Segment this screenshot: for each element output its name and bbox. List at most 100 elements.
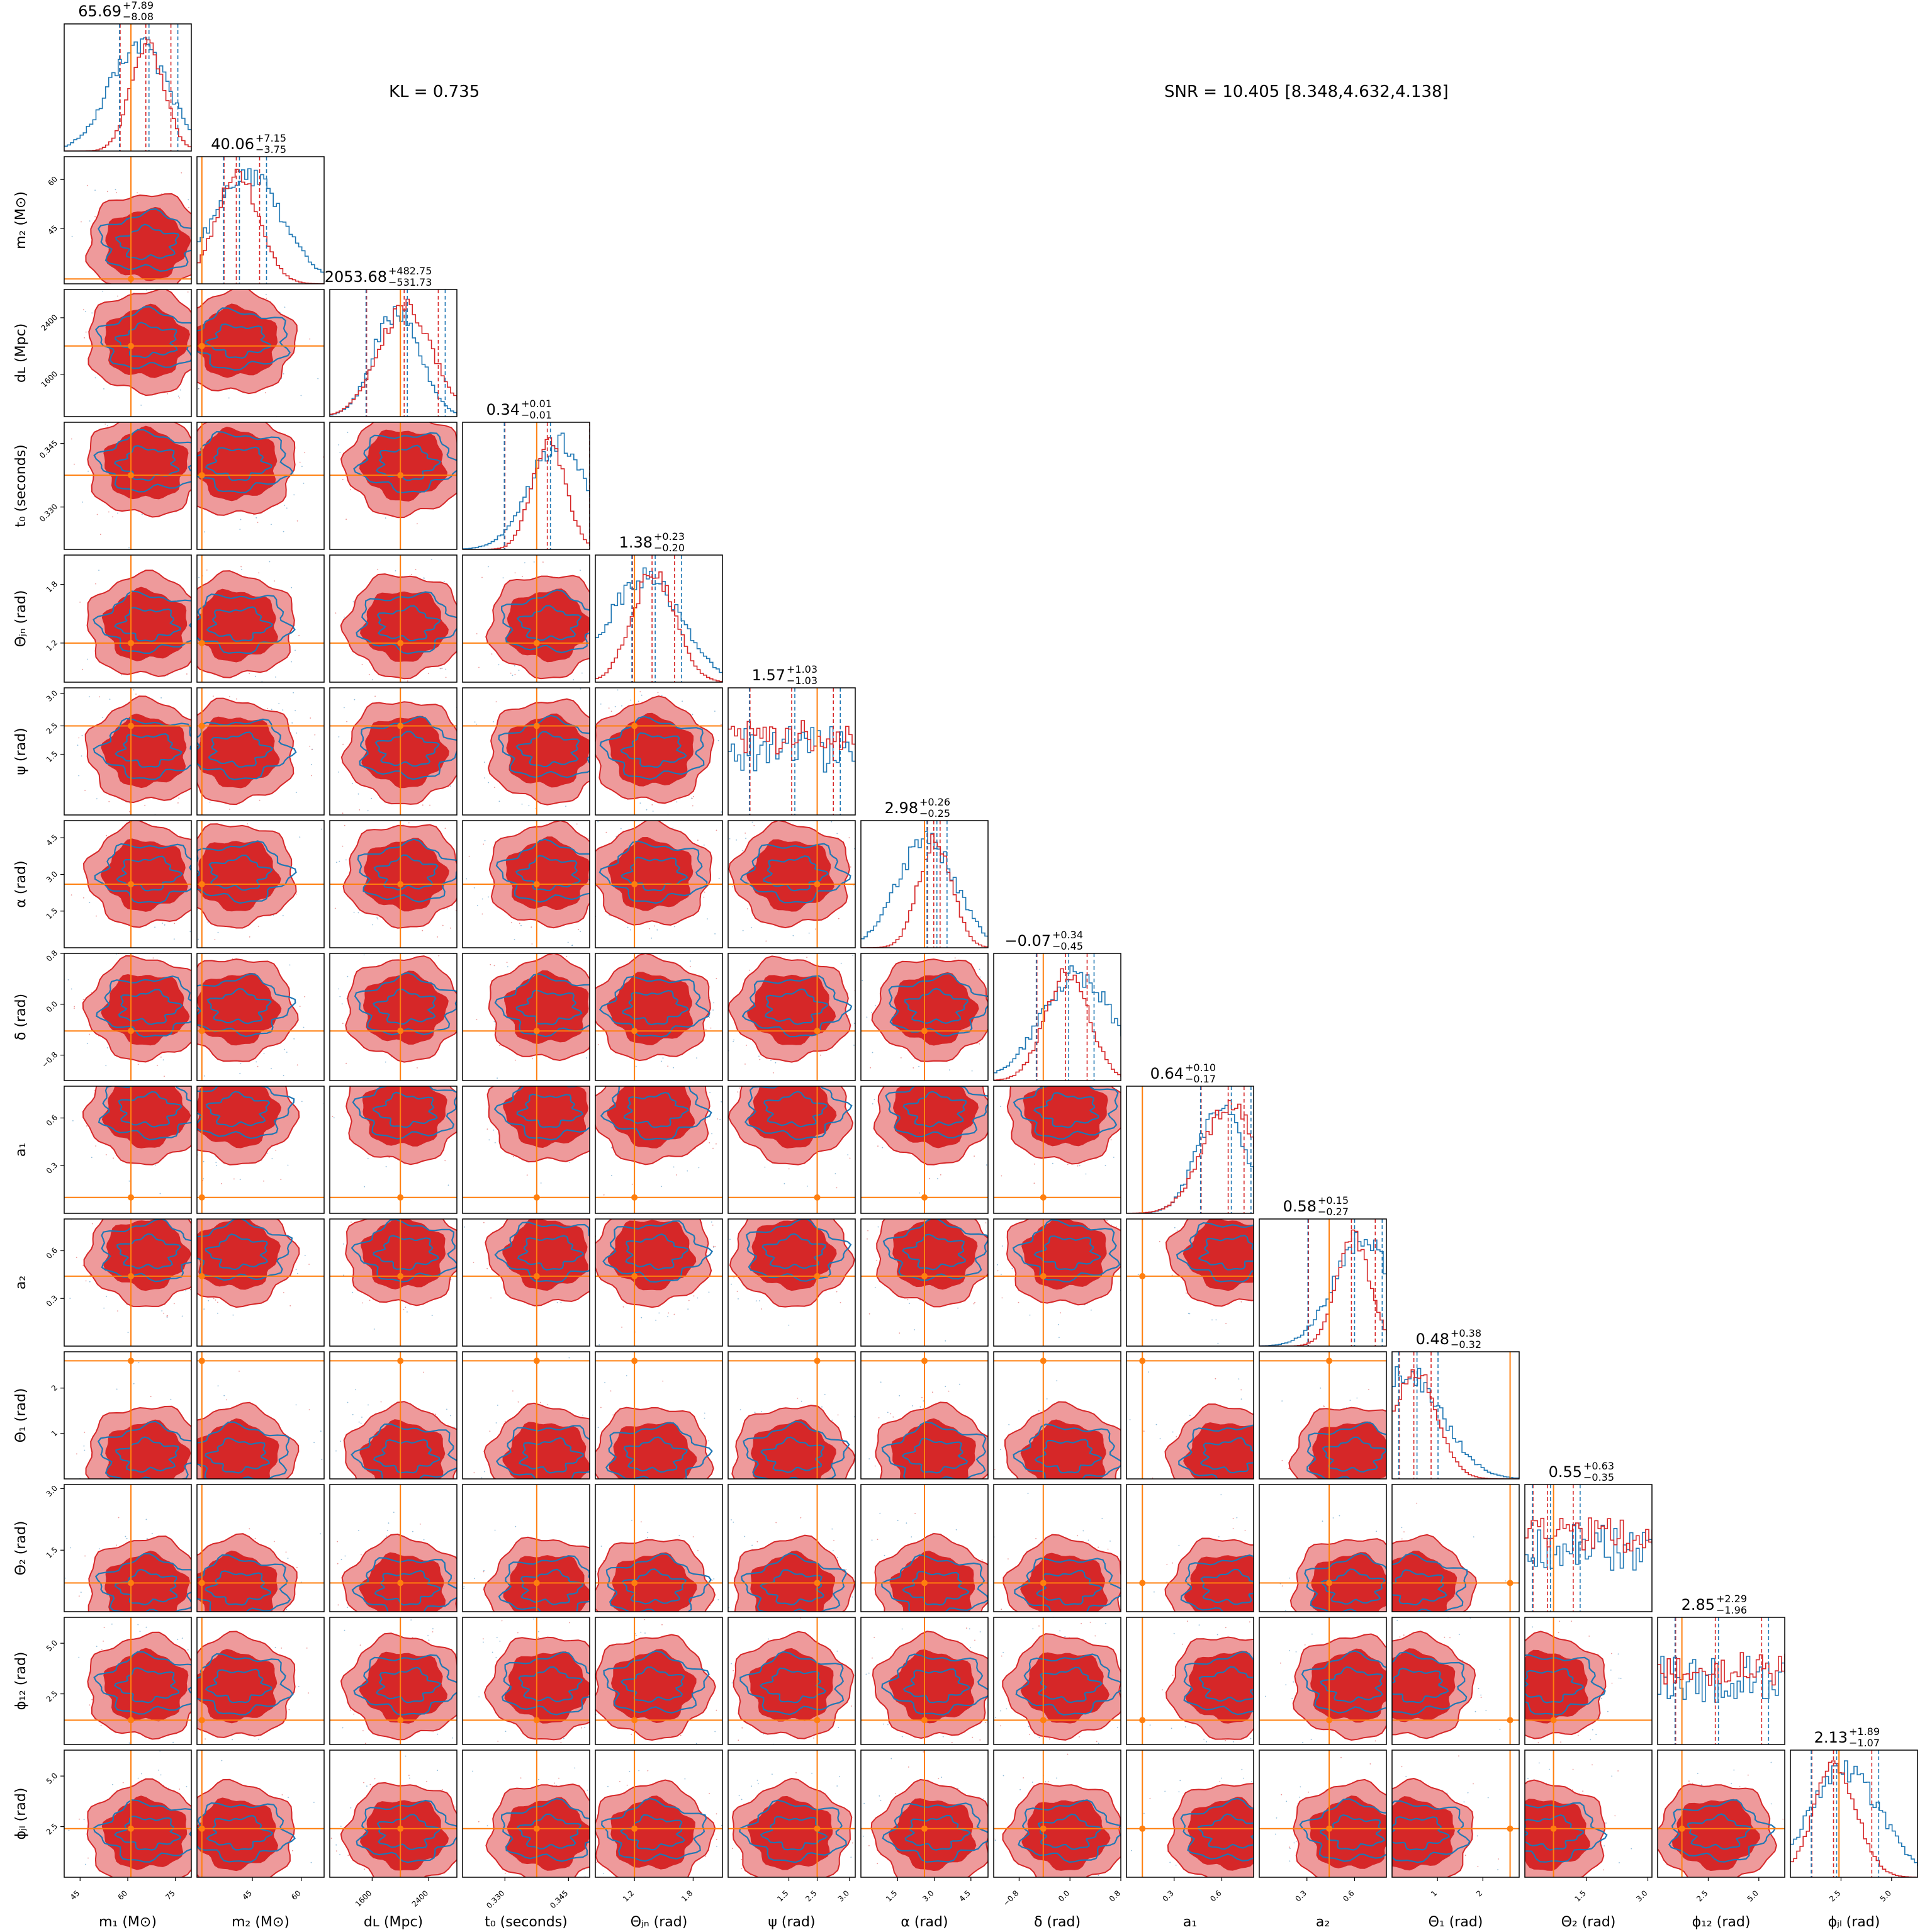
scatter-point <box>260 1065 261 1067</box>
scatter-point <box>541 1182 542 1184</box>
scatter-point <box>797 940 798 941</box>
scatter-point <box>444 1160 446 1162</box>
scatter-point <box>484 777 485 778</box>
scatter-point <box>194 768 195 769</box>
hist-red-alpha <box>861 834 991 948</box>
scatter-point <box>94 216 96 217</box>
scatter-point <box>661 695 663 696</box>
scatter-point <box>181 1073 183 1074</box>
scatter-point <box>731 739 732 741</box>
scatter-point <box>955 957 956 958</box>
truth-marker <box>128 472 134 478</box>
scatter-point <box>339 452 340 453</box>
scatter-point <box>464 655 466 656</box>
scatter-point <box>362 664 363 665</box>
scatter-point <box>674 926 675 928</box>
scatter-point <box>133 689 135 690</box>
scatter-point <box>663 1057 664 1059</box>
scatter-point <box>719 878 720 879</box>
scatter-point <box>378 1082 379 1084</box>
scatter-point <box>638 701 639 702</box>
scatter-point <box>89 696 90 697</box>
scatter-point <box>534 805 536 806</box>
scatter-point <box>299 836 300 838</box>
scatter-point <box>189 931 191 933</box>
kl-annotation: KL = 0.735 <box>389 82 480 101</box>
truth-marker <box>397 640 403 646</box>
scatter-point <box>156 410 157 411</box>
scatter-point <box>849 837 850 838</box>
scatter-point <box>759 1059 760 1060</box>
scatter-point <box>293 473 294 475</box>
scatter-point <box>590 962 592 963</box>
scatter-point <box>407 1069 408 1070</box>
scatter-point <box>338 989 339 990</box>
scatter-point <box>138 1064 139 1065</box>
title-t0: 0.34 <box>486 401 520 418</box>
title-plus-t0: +0.01 <box>521 398 552 410</box>
scatter-point <box>304 996 305 997</box>
scatter-point <box>378 1075 379 1076</box>
scatter-point <box>97 514 98 515</box>
scatter-point <box>276 1079 277 1081</box>
title-plus-m2: +7.15 <box>256 132 286 144</box>
y-tick-label-t0: 0.330 <box>38 502 59 524</box>
truth-marker <box>534 881 540 887</box>
scatter-point <box>581 673 583 674</box>
scatter-point <box>549 1064 550 1065</box>
scatter-point <box>564 1068 565 1069</box>
scatter-point <box>476 633 478 634</box>
hist-blue-m1 <box>64 38 194 146</box>
hist-blue-delta <box>994 966 1124 1073</box>
scatter-point <box>877 996 878 997</box>
scatter-point <box>146 1067 147 1069</box>
scatter-point <box>232 419 233 420</box>
scatter-point <box>332 305 334 306</box>
scatter-point <box>263 1181 264 1182</box>
scatter-point <box>549 817 551 818</box>
scatter-point <box>712 1009 714 1011</box>
scatter-point <box>641 695 643 696</box>
scatter-point <box>640 802 641 804</box>
scatter-point <box>302 692 303 694</box>
scatter-point <box>556 1068 558 1069</box>
scatter-point <box>474 454 475 455</box>
scatter-point <box>336 862 337 863</box>
scatter-point <box>160 697 162 699</box>
scatter-point <box>267 708 268 709</box>
scatter-point <box>599 712 600 713</box>
scatter-point <box>626 1067 627 1068</box>
title-thetajn: 1.38 <box>619 534 653 551</box>
scatter-point <box>144 1076 145 1077</box>
scatter-point <box>193 1012 194 1013</box>
scatter-point <box>673 828 674 829</box>
scatter-point <box>76 1072 77 1074</box>
scatter-point <box>621 705 622 707</box>
scatter-point <box>167 393 168 395</box>
scatter-point <box>177 802 179 804</box>
scatter-point <box>91 1157 93 1158</box>
scatter-point <box>117 296 118 297</box>
scatter-point <box>630 929 631 931</box>
title-plus-m1: +7.89 <box>123 0 154 11</box>
scatter-point <box>188 207 189 208</box>
scatter-point <box>606 832 607 833</box>
scatter-point <box>112 516 113 517</box>
scatter-point <box>107 191 108 193</box>
scatter-point <box>494 965 495 967</box>
scatter-point <box>300 548 301 549</box>
scatter-point <box>195 994 196 996</box>
scatter-point <box>193 711 194 712</box>
scatter-point <box>503 577 504 578</box>
scatter-point <box>592 1100 593 1101</box>
scatter-point <box>514 939 515 940</box>
scatter-point <box>775 1062 777 1064</box>
scatter-point <box>611 809 612 810</box>
scatter-point <box>532 943 533 945</box>
scatter-point <box>155 925 157 926</box>
scatter-point <box>81 1079 82 1080</box>
scatter-point <box>183 1077 184 1079</box>
panel-alpha-alpha: 2.98 +0.26−0.25 <box>861 796 991 948</box>
scatter-point <box>335 975 337 977</box>
